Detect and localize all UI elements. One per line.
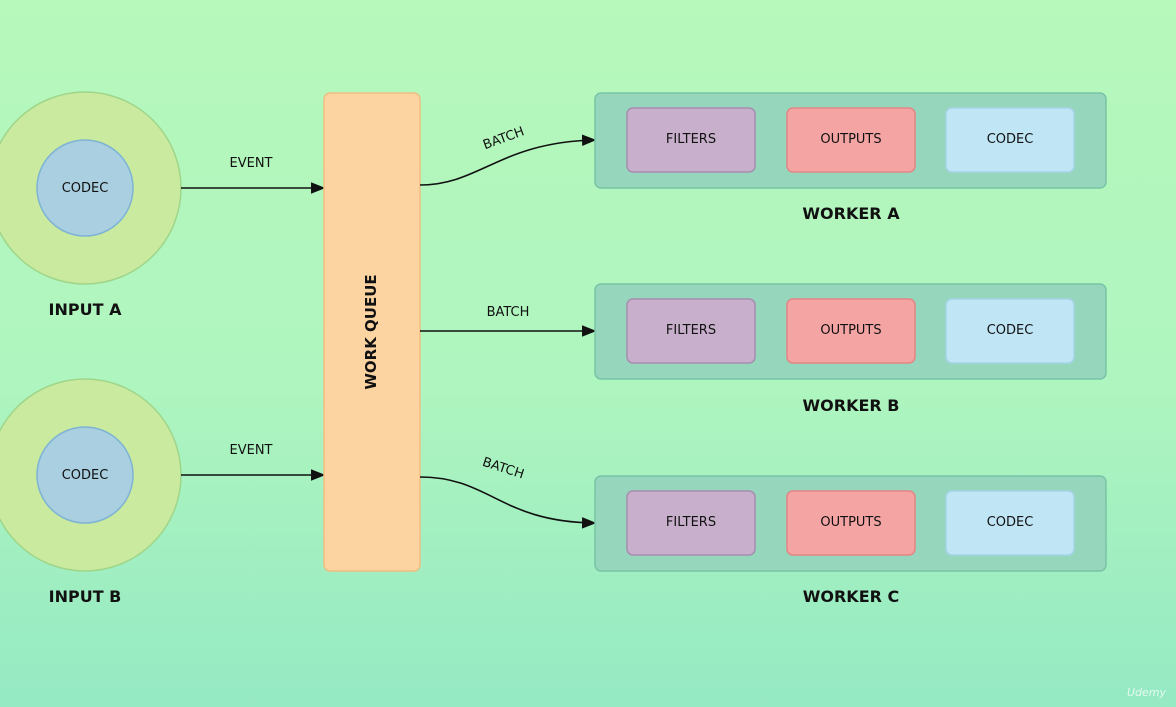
worker-b-filters-stage: [626, 298, 756, 364]
worker-a-codec-label: CODEC: [987, 132, 1034, 147]
worker-c-outputs-stage: [786, 490, 916, 556]
worker-c-filters-label: FILTERS: [666, 515, 716, 530]
worker-b-filters-label: FILTERS: [666, 323, 716, 338]
event-label-a: EVENT: [230, 156, 273, 171]
worker-c: FILTERS OUTPUTS CODEC WORKER C: [594, 475, 1107, 606]
input-b-codec-label: CODEC: [62, 468, 109, 483]
worker-b-codec-label: CODEC: [987, 323, 1034, 338]
input-a: CODEC INPUT A: [0, 91, 182, 319]
udemy-watermark: Udemy: [1126, 686, 1166, 699]
batch-label-c: BATCH: [480, 455, 525, 483]
batch-label-a: BATCH: [481, 124, 526, 153]
worker-a-filters-label: FILTERS: [666, 132, 716, 147]
worker-b-codec-stage: [945, 298, 1075, 364]
worker-c-outputs-label: OUTPUTS: [820, 515, 881, 530]
input-a-codec-circle: [36, 139, 134, 237]
batch-label-b: BATCH: [487, 305, 530, 320]
worker-a-codec-stage: [945, 107, 1075, 173]
input-b-codec-circle: [36, 426, 134, 524]
worker-c-codec-stage: [945, 490, 1075, 556]
work-queue-box: [323, 92, 421, 572]
worker-b: FILTERS OUTPUTS CODEC WORKER B: [594, 283, 1107, 415]
worker-b-title: WORKER B: [803, 396, 900, 415]
worker-a: FILTERS OUTPUTS CODEC WORKER A: [594, 92, 1107, 223]
worker-a-title: WORKER A: [802, 204, 900, 223]
worker-b-outputs-stage: [786, 298, 916, 364]
worker-a-filters-stage: [626, 107, 756, 173]
worker-b-outputs-label: OUTPUTS: [820, 323, 881, 338]
input-b: CODEC INPUT B: [0, 378, 182, 606]
input-a-codec-label: CODEC: [62, 181, 109, 196]
worker-c-filters-stage: [626, 490, 756, 556]
worker-a-outputs-label: OUTPUTS: [820, 132, 881, 147]
batch-edge-a: [419, 134, 597, 186]
worker-a-outputs-stage: [786, 107, 916, 173]
work-queue: WORK QUEUE: [323, 92, 421, 572]
worker-c-title: WORKER C: [803, 587, 900, 606]
work-queue-label: WORK QUEUE: [362, 274, 380, 389]
worker-c-codec-label: CODEC: [987, 515, 1034, 530]
batch-edge-c: [419, 476, 597, 529]
input-b-title: INPUT B: [49, 587, 122, 606]
input-a-title: INPUT A: [49, 300, 123, 319]
event-label-b: EVENT: [230, 443, 273, 458]
